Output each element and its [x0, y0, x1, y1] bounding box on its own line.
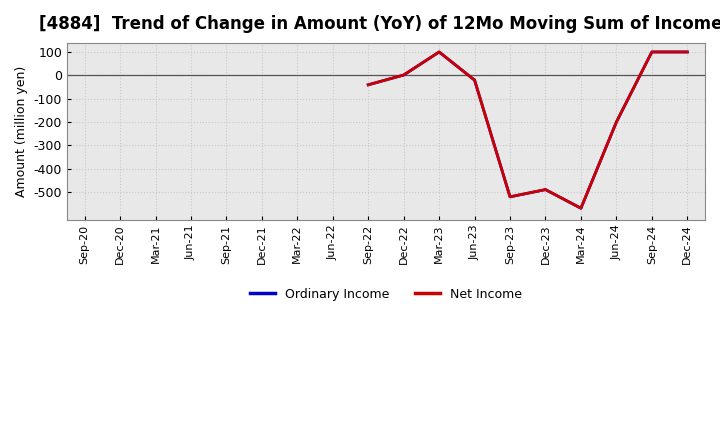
Title: [4884]  Trend of Change in Amount (YoY) of 12Mo Moving Sum of Incomes: [4884] Trend of Change in Amount (YoY) o…: [40, 15, 720, 33]
Y-axis label: Amount (million yen): Amount (million yen): [15, 66, 28, 197]
Legend: Ordinary Income, Net Income: Ordinary Income, Net Income: [246, 282, 526, 306]
